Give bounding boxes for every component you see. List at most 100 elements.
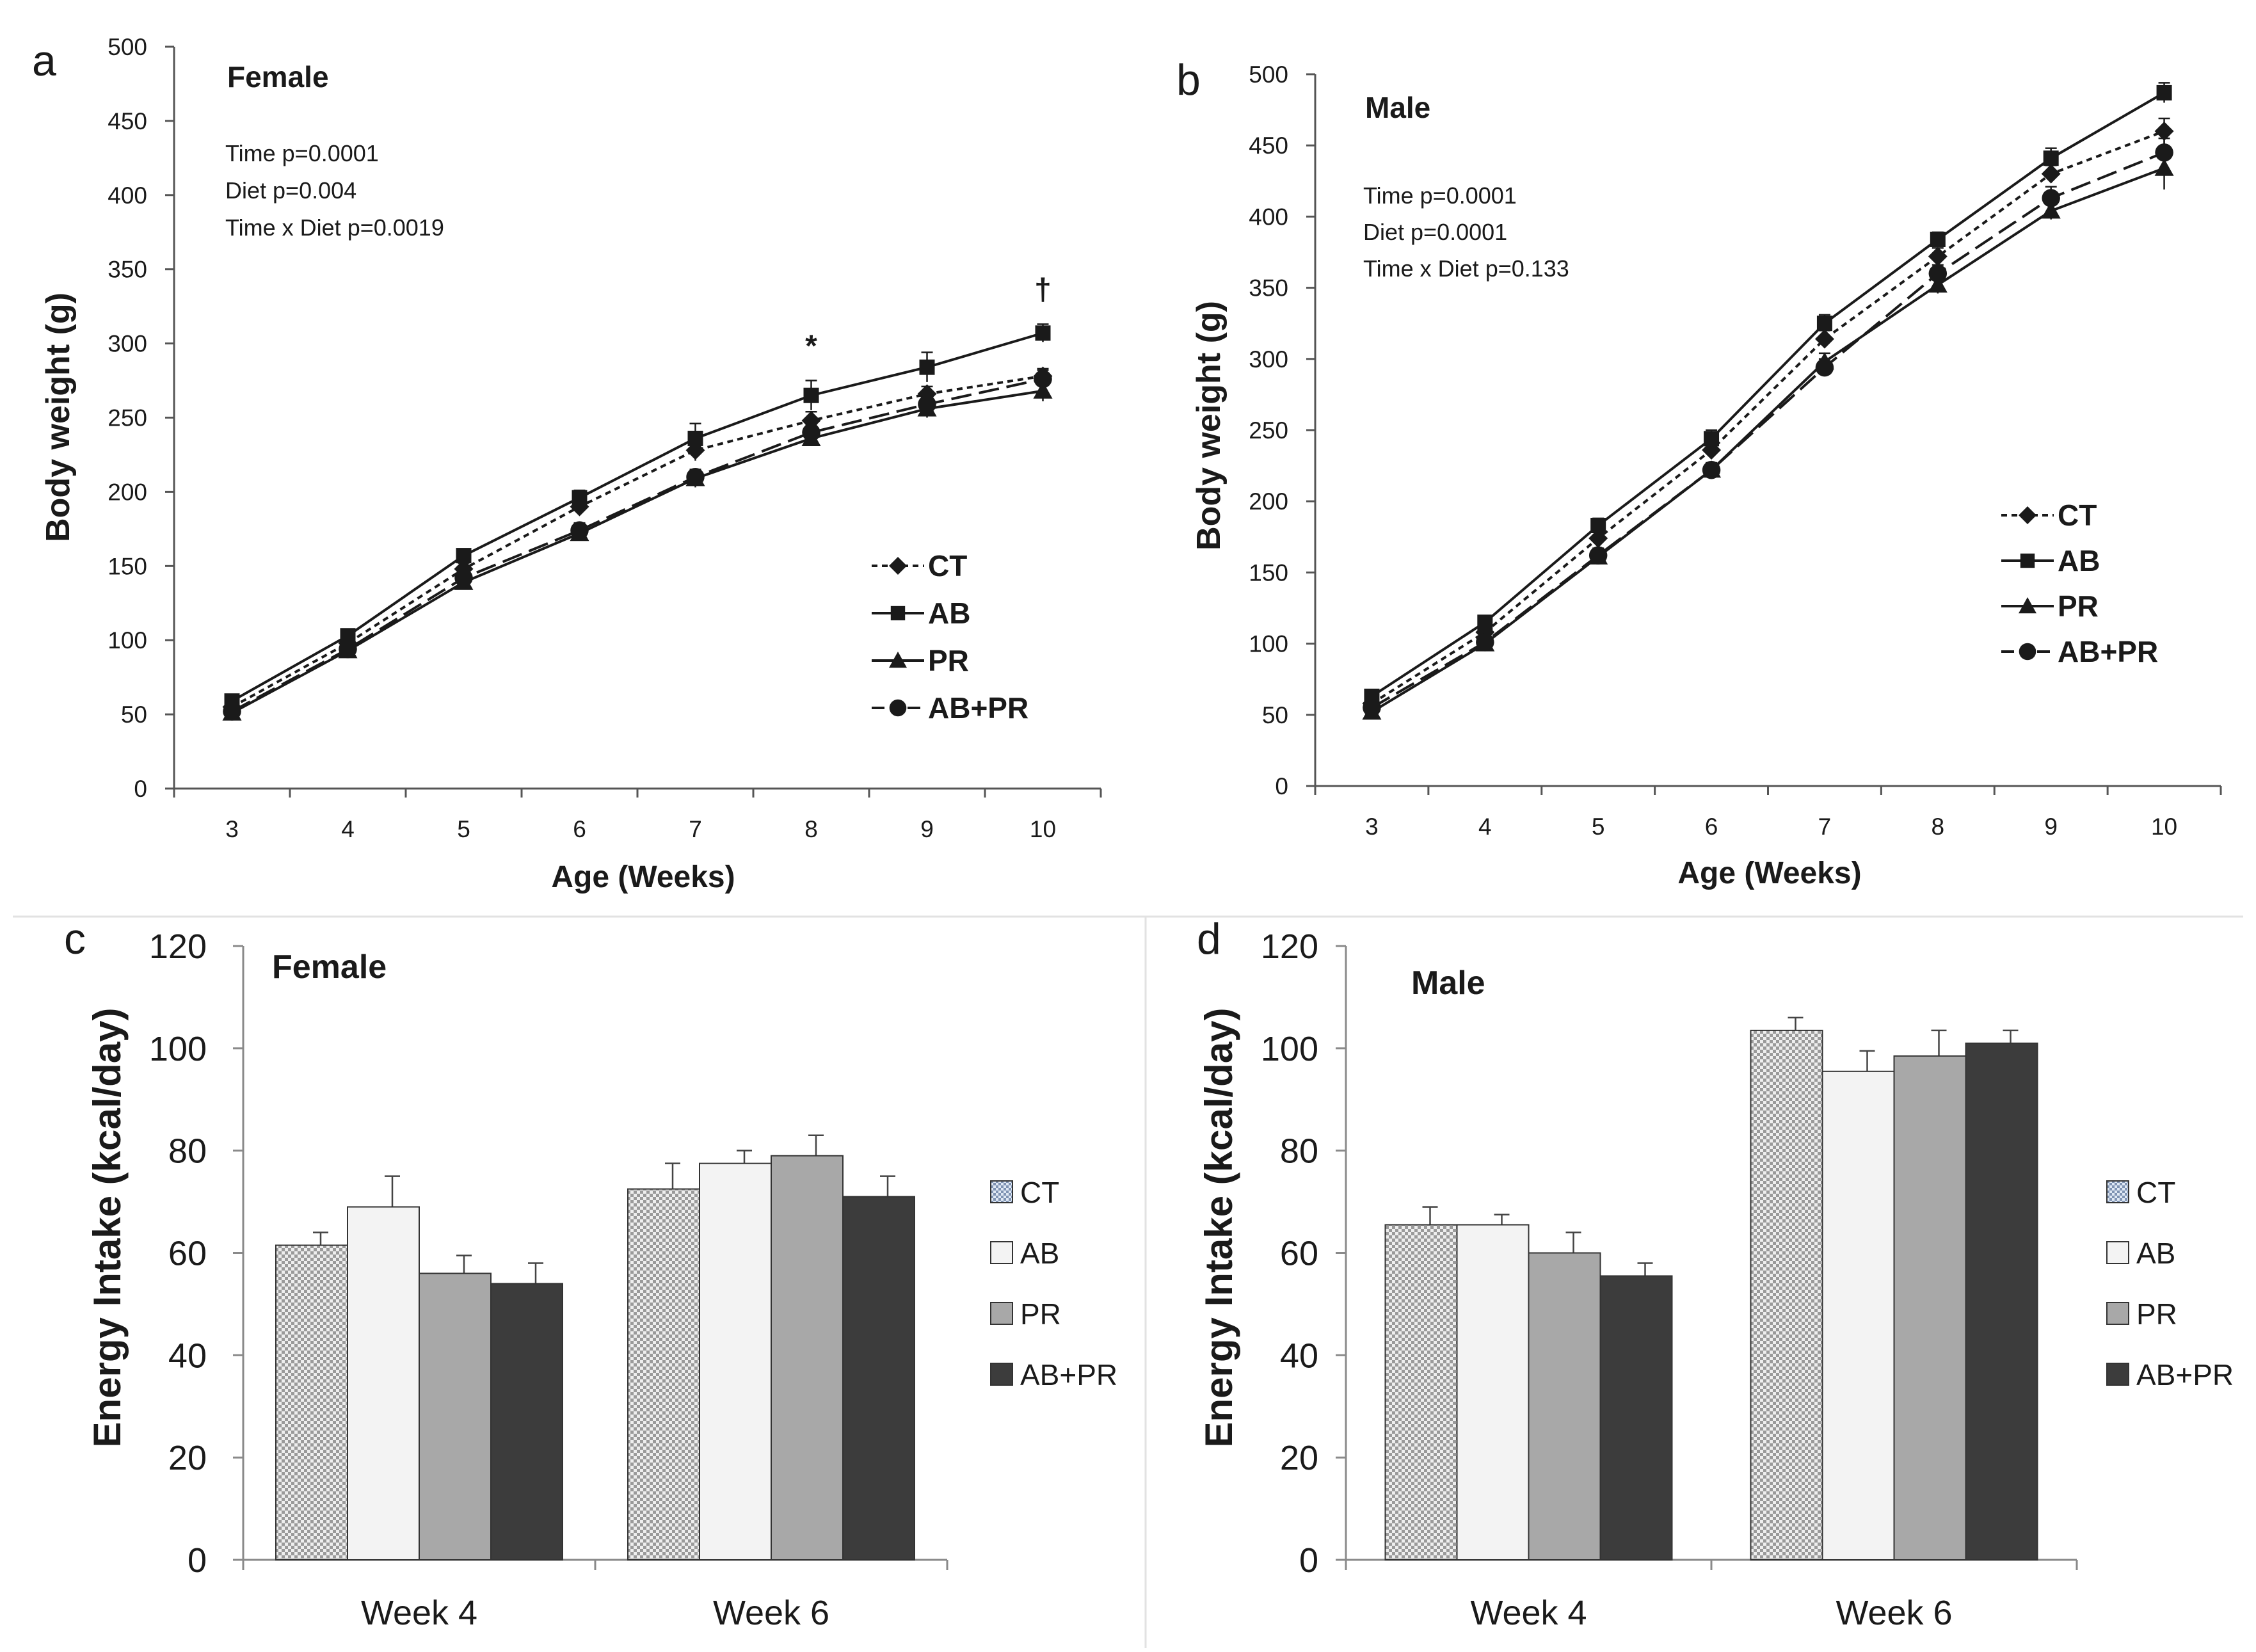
series-line bbox=[1371, 130, 2165, 705]
data-point bbox=[2154, 121, 2174, 141]
chart-title: Female bbox=[227, 60, 329, 93]
data-point bbox=[223, 702, 241, 721]
data-point bbox=[570, 521, 589, 540]
bar-pr bbox=[1893, 1055, 1967, 1560]
y-tick-label: 50 bbox=[121, 702, 147, 728]
x-tick-label: 9 bbox=[920, 816, 934, 842]
stats-line: Time p=0.0001 bbox=[1363, 182, 1517, 209]
series-ab bbox=[224, 323, 1051, 709]
data-point bbox=[1815, 358, 1834, 377]
data-point bbox=[1928, 275, 1948, 293]
legend-swatch bbox=[990, 1302, 1013, 1325]
panel-c: c 0 20 40 60 80 100 120 Week 4 Week 6 Female Energy… bbox=[64, 915, 1117, 1632]
legend-label: PR bbox=[2058, 589, 2099, 623]
data-point bbox=[2041, 201, 2061, 219]
panel-a: a 0 50 100 150 200 250 300 350 400 450 500 3 4 5 6 7 8 9 10… bbox=[32, 34, 1102, 894]
data-point bbox=[1033, 381, 1053, 399]
y-axis-label: Energy Intake (kcal/day) bbox=[1197, 1008, 1240, 1448]
legend-swatch bbox=[2106, 1241, 2129, 1264]
legend-label: AB bbox=[1020, 1237, 1059, 1270]
x-tick-label: 5 bbox=[457, 816, 470, 842]
y-tick-label: 100 bbox=[149, 1030, 207, 1068]
y-tick-label: 100 bbox=[1261, 1030, 1318, 1068]
legend-swatch bbox=[990, 1180, 1013, 1203]
x-tick-label: 4 bbox=[341, 816, 355, 842]
data-point bbox=[802, 423, 820, 442]
series-line bbox=[1371, 151, 2165, 709]
legend-label: CT bbox=[928, 549, 967, 582]
stats-line: Time x Diet p=0.0019 bbox=[225, 214, 444, 241]
legend-swatch bbox=[2106, 1363, 2129, 1386]
legend-label: CT bbox=[2058, 499, 2097, 532]
y-tick-label: 350 bbox=[108, 257, 147, 283]
data-point bbox=[919, 359, 935, 375]
y-tick-label: 150 bbox=[108, 553, 147, 579]
legend-swatch bbox=[990, 1241, 1013, 1264]
significance-marker: † bbox=[1034, 273, 1052, 307]
bar-pr bbox=[419, 1272, 492, 1560]
data-point bbox=[1814, 329, 1834, 349]
y-tick-label: 0 bbox=[1299, 1541, 1318, 1580]
data-point bbox=[918, 395, 936, 413]
y-tick-label: 100 bbox=[108, 627, 147, 654]
legend-label: PR bbox=[1020, 1297, 1061, 1331]
x-tick-label: 3 bbox=[225, 816, 239, 842]
bar-ab-pr bbox=[842, 1196, 915, 1560]
legend-label: CT bbox=[2136, 1176, 2175, 1209]
series-ab-pr bbox=[223, 369, 1052, 721]
legend-label: AB+PR bbox=[2136, 1358, 2234, 1391]
legend-marker-diamond bbox=[2019, 506, 2036, 524]
y-tick-label: 120 bbox=[1261, 927, 1318, 966]
bar-pr bbox=[771, 1155, 844, 1560]
data-point bbox=[1588, 546, 1608, 565]
legend-marker-square bbox=[2020, 553, 2035, 568]
bar-pr bbox=[1528, 1252, 1601, 1560]
x-tick-label: 4 bbox=[1478, 814, 1492, 840]
legend-marker-diamond bbox=[889, 557, 907, 575]
y-axis-label: Body weight (g) bbox=[40, 293, 77, 542]
y-tick-label: 80 bbox=[168, 1132, 207, 1171]
data-point bbox=[2155, 143, 2173, 162]
chart-title: Female bbox=[272, 949, 387, 986]
panel-d: d 0 20 40 60 80 100 120 Week 4 Week 6 Male Energy I… bbox=[1197, 915, 2234, 1632]
legend: CT AB PR AB+PR bbox=[872, 549, 1028, 725]
x-tick-label: Week 6 bbox=[713, 1594, 829, 1632]
x-tick-label: 6 bbox=[1705, 814, 1718, 840]
x-tick-label: 9 bbox=[2044, 814, 2058, 840]
stats-line: Time x Diet p=0.133 bbox=[1363, 255, 1569, 282]
series-line bbox=[231, 374, 1043, 709]
legend-marker-triangle bbox=[2019, 597, 2036, 614]
legend-label: CT bbox=[1020, 1176, 1059, 1209]
y-axis-label: Energy Intake (kcal/day) bbox=[86, 1008, 129, 1448]
panel-b: b 0 50 100 150 200 250 300 350 400 450 500 3 4 5 6 7 8 9 10… bbox=[1176, 56, 2222, 890]
bar-ct bbox=[1384, 1224, 1458, 1560]
data-point bbox=[686, 467, 705, 486]
y-tick-label: 400 bbox=[108, 182, 147, 209]
series-line bbox=[1371, 92, 2165, 698]
x-tick-label: 10 bbox=[1030, 816, 1056, 842]
y-tick-label: 250 bbox=[1249, 417, 1288, 444]
data-point bbox=[1704, 431, 1720, 447]
x-tick-label: 8 bbox=[1932, 814, 1945, 840]
stats-line: Diet p=0.004 bbox=[225, 177, 356, 204]
x-tick-label: 7 bbox=[1818, 814, 1832, 840]
y-tick-label: 500 bbox=[108, 34, 147, 60]
y-tick-label: 500 bbox=[1249, 61, 1288, 88]
legend-marker-circle bbox=[2019, 643, 2036, 661]
x-tick-label: 5 bbox=[1592, 814, 1605, 840]
bar-ab-pr bbox=[1965, 1042, 2038, 1560]
legend-label: AB+PR bbox=[928, 691, 1028, 725]
legend-label: PR bbox=[2136, 1297, 2177, 1331]
data-point bbox=[687, 430, 703, 446]
data-point bbox=[1928, 264, 1948, 283]
x-axis-label: Age (Weeks) bbox=[1677, 856, 1861, 890]
data-point bbox=[454, 568, 473, 588]
y-tick-label: 450 bbox=[108, 108, 147, 134]
legend-label: AB bbox=[2136, 1237, 2175, 1270]
x-tick-label: 8 bbox=[804, 816, 818, 842]
stats-line: Time p=0.0001 bbox=[225, 140, 379, 166]
y-tick-label: 450 bbox=[1249, 132, 1288, 159]
y-tick-label: 400 bbox=[1249, 204, 1288, 230]
panel-letter-d: d bbox=[1197, 915, 1221, 963]
